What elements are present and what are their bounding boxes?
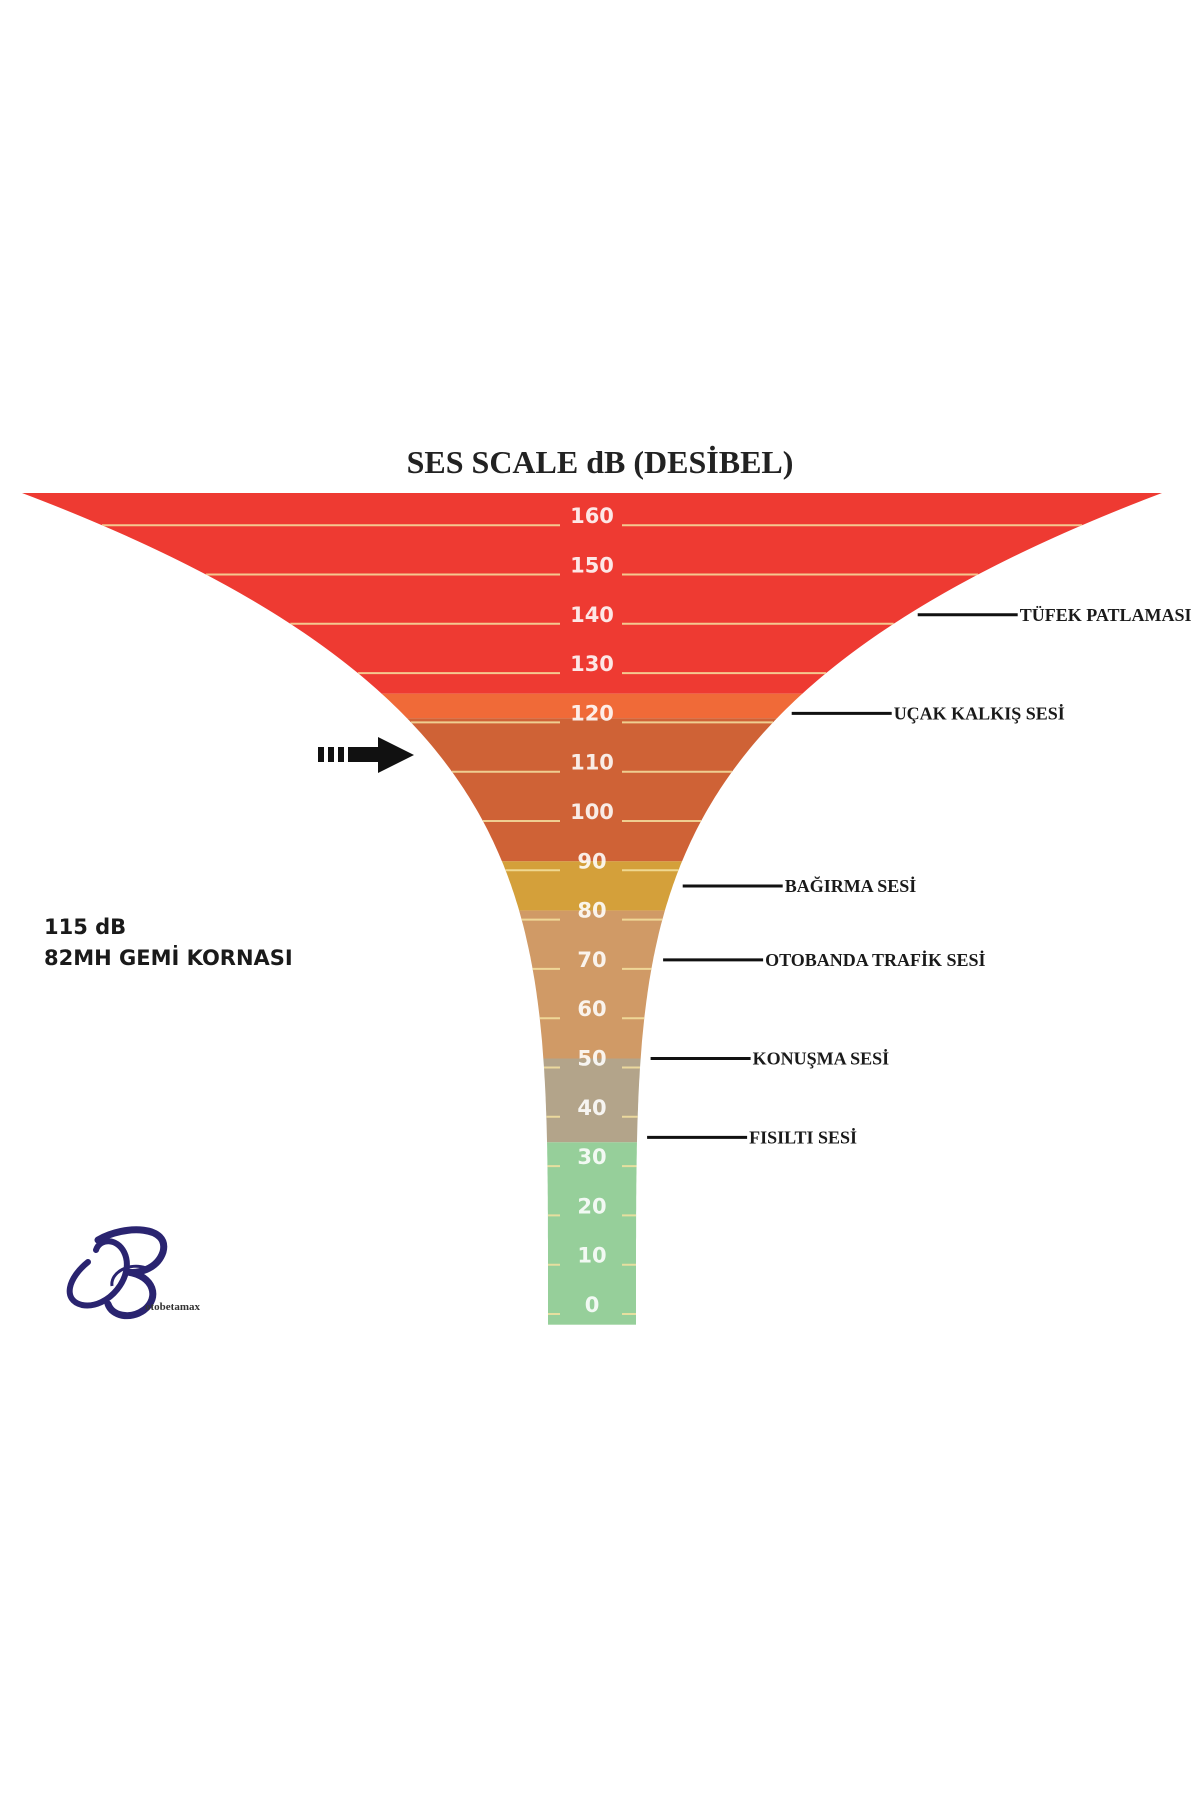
tick-label: 70 bbox=[577, 948, 606, 972]
reference-label: BAĞIRMA SESİ bbox=[785, 875, 917, 896]
reference-label: UÇAK KALKIŞ SESİ bbox=[894, 703, 1065, 723]
tick-label: 50 bbox=[577, 1047, 606, 1071]
tick-label: 160 bbox=[570, 504, 614, 528]
color-band bbox=[22, 718, 1162, 862]
tick-label: 90 bbox=[577, 849, 606, 873]
tick-label: 20 bbox=[577, 1194, 606, 1218]
tick-label: 110 bbox=[570, 751, 614, 775]
tick-label: 60 bbox=[577, 997, 606, 1021]
dashed-arrow-right-icon bbox=[318, 737, 414, 773]
color-band bbox=[22, 1142, 1162, 1325]
color-band bbox=[22, 910, 1162, 1059]
tick-label: 10 bbox=[577, 1244, 606, 1268]
tick-label: 120 bbox=[570, 701, 614, 725]
tick-label: 150 bbox=[570, 554, 614, 578]
tick-label: 30 bbox=[577, 1145, 606, 1169]
tick-label: 100 bbox=[570, 800, 614, 824]
tick-label: 80 bbox=[577, 899, 606, 923]
note-description: 82MH GEMİ KORNASI bbox=[44, 946, 293, 970]
tick-label: 130 bbox=[570, 652, 614, 676]
reference-label: OTOBANDA TRAFİK SESİ bbox=[765, 950, 985, 970]
reference-labels: TÜFEK PATLAMASI UÇAK KALKIŞ SESİ BAĞIRMA S… bbox=[647, 605, 1192, 1147]
reference-label: FISILTI SESİ bbox=[749, 1127, 857, 1147]
logo-wordmark: otobetamax bbox=[145, 1301, 200, 1313]
tick-label: 40 bbox=[577, 1096, 606, 1120]
tick-label: 0 bbox=[585, 1293, 600, 1317]
chart-title: SES SCALE dB (DESİBEL) bbox=[407, 444, 794, 480]
tick-label: 140 bbox=[570, 603, 614, 627]
reference-label: TÜFEK PATLAMASI bbox=[1020, 605, 1192, 625]
script-b-logo-icon bbox=[66, 1226, 168, 1320]
note-value: 115 dB bbox=[44, 915, 127, 939]
reference-label: KONUŞMA SESİ bbox=[753, 1049, 890, 1069]
